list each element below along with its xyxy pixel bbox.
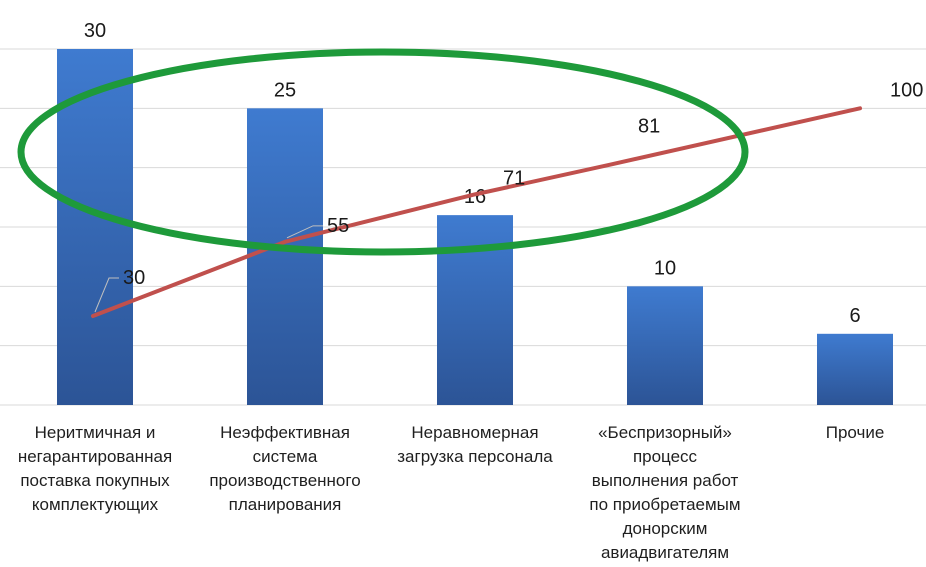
line-label-leader	[94, 277, 119, 313]
category-label: Неэффективная система производственного …	[209, 423, 361, 514]
bar	[57, 49, 133, 405]
bar	[817, 333, 893, 405]
line-value-label: 30	[123, 267, 145, 289]
bar-value-label: 6	[849, 305, 860, 327]
category-label: Неравномерная загрузка персонала	[397, 423, 553, 466]
bar-value-label: 10	[654, 257, 676, 279]
line-value-label: 55	[327, 215, 349, 237]
highlight-ellipse-layer	[17, 48, 749, 256]
line-value-label: 100	[890, 79, 923, 101]
line-value-label: 81	[638, 116, 660, 138]
bar	[247, 108, 323, 405]
bar-value-label: 30	[84, 20, 106, 42]
category-label: «Беспризорный» процесс выполнения работ …	[589, 423, 741, 562]
category-label: Неритмичная и негарантированная поставка…	[17, 423, 173, 514]
bar-value-label: 25	[274, 79, 296, 101]
category-label: Прочие	[825, 423, 885, 442]
cumulative-line	[91, 106, 862, 318]
bar	[627, 286, 703, 405]
line-value-label: 71	[503, 167, 525, 189]
highlight-ellipse	[17, 48, 749, 256]
line-label-leader	[286, 225, 323, 239]
cumulative-line-layer: 30 55 71 81 100	[91, 79, 923, 318]
bars	[57, 49, 893, 405]
